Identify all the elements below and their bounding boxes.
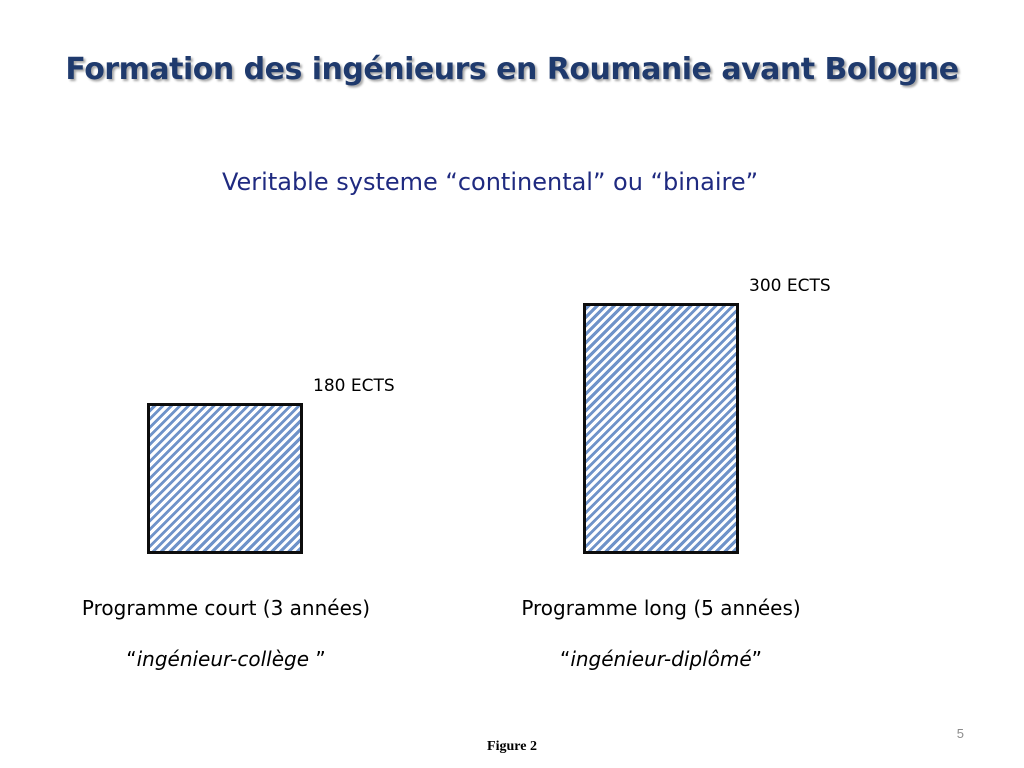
quote-close: ”	[751, 647, 763, 671]
category-label-long: Programme long (5 années)	[521, 596, 801, 620]
category-subcaption-long: “ingénieur-diplômé”	[461, 647, 861, 671]
subcaption-text-short: ingénieur-collège	[136, 647, 316, 671]
page-number: 5	[956, 726, 964, 741]
bar-short-program	[147, 403, 303, 554]
category-subcaption-short: “ingénieur-collège ”	[26, 647, 426, 671]
slide-title: Formation des ingénieurs en Roumanie ava…	[65, 52, 959, 87]
quote-open: “	[559, 647, 571, 671]
bar-value-label-short: 180 ECTS	[313, 376, 395, 396]
figure-caption: Figure 2	[487, 739, 537, 754]
quote-close: ”	[315, 647, 326, 671]
bar-long-program	[583, 303, 739, 554]
slide-subtitle: Veritable systeme “continental” ou “bina…	[221, 168, 759, 196]
category-label-short: Programme court (3 années)	[81, 596, 371, 620]
bar-value-label-long: 300 ECTS	[749, 276, 831, 296]
subcaption-text-long: ingénieur-diplômé	[570, 647, 752, 671]
quote-open: “	[126, 647, 137, 671]
